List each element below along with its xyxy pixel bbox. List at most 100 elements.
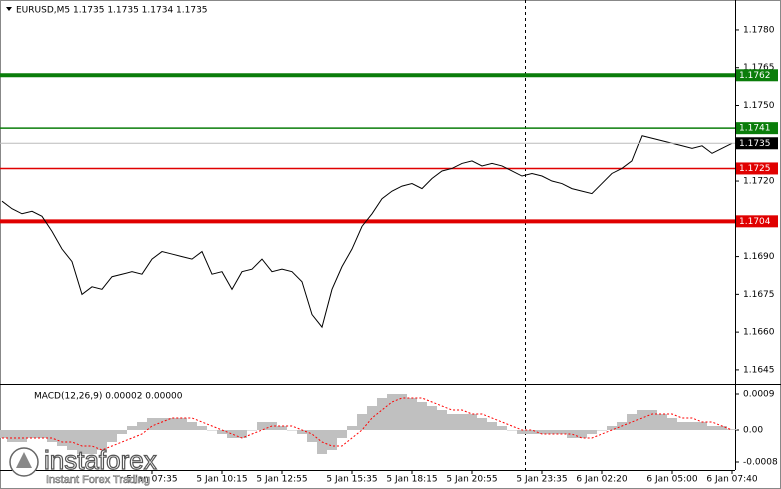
level-label-box <box>736 215 778 228</box>
level-label-box <box>736 69 778 82</box>
level-label: 1.1704 <box>739 217 771 227</box>
y-tick-label: 1.1645 <box>743 365 775 375</box>
signal-line <box>2 397 733 451</box>
plot: 1.1780 1.1765 1.1750 1.1720 1.1690 1.1675 1.16… <box>0 25 778 485</box>
x-tick-label: 5 Jan 20:55 <box>446 475 497 485</box>
logo-tagline: Instant Forex Trading <box>46 474 150 486</box>
macd-bar <box>127 426 137 430</box>
y-tick-label: 1.1780 <box>743 25 775 35</box>
y-tick-label: 0.0009 <box>743 390 775 400</box>
y-tick-label: 1.1750 <box>743 101 775 111</box>
macd-bar <box>17 430 27 442</box>
macd-bar <box>597 430 607 431</box>
macd-bar <box>207 430 217 431</box>
macd-bar <box>7 430 17 442</box>
macd-bar <box>147 418 157 430</box>
macd-bar <box>167 418 177 430</box>
macd-bar <box>677 422 687 430</box>
macd-bar <box>87 430 97 454</box>
macd-bar <box>177 418 187 430</box>
macd-bar <box>327 430 337 450</box>
macd-bar <box>97 430 107 450</box>
x-tick-label: 5 Jan 10:15 <box>196 475 247 485</box>
macd-bar <box>557 430 567 434</box>
macd-bar <box>727 429 737 430</box>
macd-bar <box>577 430 587 438</box>
macd-bar <box>387 394 397 430</box>
macd-bar <box>367 406 377 430</box>
macd-bar <box>477 418 487 430</box>
macd-bar <box>707 426 717 430</box>
macd-bar <box>567 430 577 438</box>
chart-title: EURUSD,M5 1.1735 1.1735 1.1734 1.1735 <box>16 6 208 16</box>
macd-bar <box>277 426 287 430</box>
macd-bar <box>547 430 557 434</box>
macd-bar <box>0 430 7 438</box>
macd-bar <box>667 418 677 430</box>
macd-bar <box>297 430 307 434</box>
level-label-box <box>736 122 778 135</box>
logo-icon-mark <box>16 452 32 468</box>
macd-bar <box>627 414 637 430</box>
x-tick-label: 6 Jan 05:00 <box>646 475 698 485</box>
macd-bar <box>257 422 267 430</box>
x-tick-label: 6 Jan 02:20 <box>576 475 628 485</box>
macd-bar <box>197 426 207 430</box>
macd-bar <box>497 426 507 430</box>
macd-bar <box>37 430 47 438</box>
level-label-box <box>736 162 778 175</box>
macd-bar <box>157 418 167 430</box>
macd-bar <box>117 430 127 434</box>
macd-bar <box>517 430 527 434</box>
macd-bar <box>357 414 367 430</box>
last-price-label: 1.1735 <box>739 139 771 149</box>
macd-bar <box>307 430 317 442</box>
macd-bar <box>407 398 417 430</box>
macd-bar <box>377 398 387 430</box>
macd-bar <box>137 422 147 430</box>
macd-bar <box>717 426 727 430</box>
macd-bar <box>67 430 77 450</box>
macd-bar <box>347 426 357 430</box>
macd-bar <box>487 422 497 430</box>
macd-title: MACD(12,26,9) 0.00002 0.00000 <box>34 392 183 402</box>
last-price-box <box>736 137 778 150</box>
level-label: 1.1762 <box>739 71 771 81</box>
macd-bar <box>247 430 257 431</box>
price-line <box>1 135 733 329</box>
macd-bar <box>647 410 657 430</box>
macd-bar <box>687 422 697 430</box>
macd-bar <box>337 430 347 438</box>
y-tick-label: 0.00 <box>743 426 763 436</box>
macd-bar <box>47 430 57 442</box>
x-tick-label: 5 Jan 18:15 <box>386 475 437 485</box>
macd-bar <box>447 414 457 430</box>
macd-bar <box>587 430 597 434</box>
macd-bar <box>537 430 547 434</box>
y-tick-label: 1.1675 <box>743 290 775 300</box>
macd-bar <box>697 422 707 430</box>
macd-bar <box>437 410 447 430</box>
y-tick-label: 1.1720 <box>743 177 775 187</box>
logo-brand: instaforex <box>44 445 157 475</box>
macd-bar <box>287 430 297 431</box>
y-tick-label: 1.1690 <box>743 252 775 262</box>
macd-bar <box>27 430 37 438</box>
macd-bar <box>217 430 227 434</box>
menu-arrow <box>6 7 12 11</box>
macd-bar <box>417 402 427 430</box>
x-tick-label: 5 Jan 12:55 <box>256 475 307 485</box>
level-label: 1.1741 <box>739 124 771 134</box>
logo: instaforex Instant Forex Trading <box>9 444 157 486</box>
macd-bar <box>237 430 247 438</box>
macd-bar <box>507 430 517 431</box>
macd-bar <box>607 426 617 430</box>
macd-bar <box>527 430 537 434</box>
y-tick-label: -0.0008 <box>743 458 778 468</box>
macd-bar <box>467 414 477 430</box>
level-label: 1.1725 <box>739 164 771 174</box>
x-tick-label: 5 Jan 07:35 <box>126 475 177 485</box>
x-tick-label: 6 Jan 07:40 <box>706 475 758 485</box>
macd-bar <box>637 410 647 430</box>
